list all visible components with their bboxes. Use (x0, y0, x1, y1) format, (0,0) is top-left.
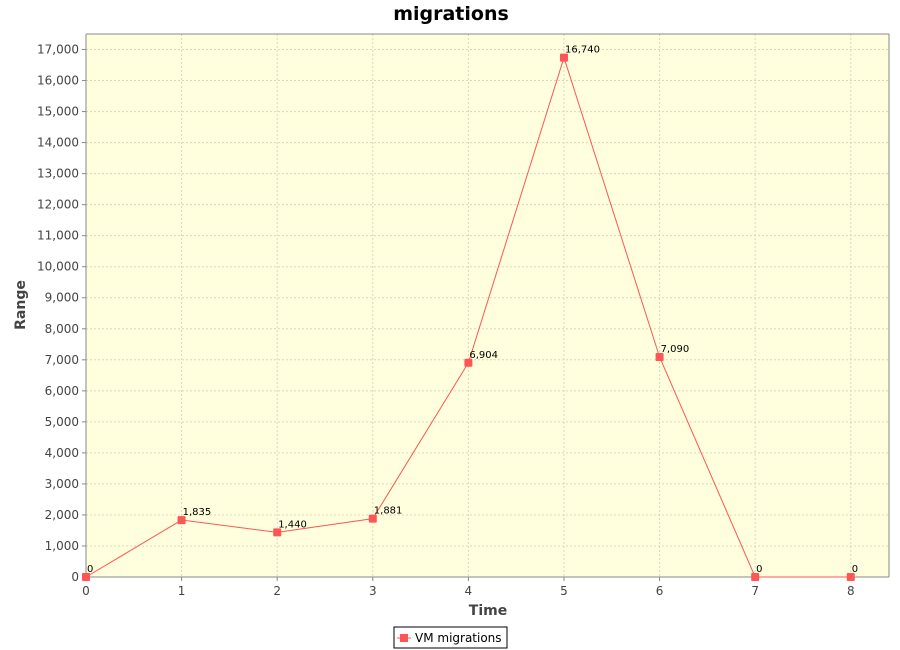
y-tick-label: 10,000 (37, 260, 79, 274)
data-point (273, 528, 282, 537)
data-label: 0 (756, 564, 762, 575)
data-point (368, 514, 377, 523)
y-tick-label: 4,000 (45, 446, 79, 460)
x-axis-label: Time (469, 603, 507, 619)
legend-label: VM migrations (415, 631, 502, 645)
x-tick-label: 3 (369, 584, 377, 598)
y-axis-label: Range (13, 280, 29, 330)
x-tick-label: 1 (178, 584, 186, 598)
y-tick-label: 2,000 (45, 508, 79, 522)
x-tick-label: 7 (751, 584, 759, 598)
data-label: 1,881 (374, 506, 403, 517)
y-tick-label: 5,000 (45, 415, 79, 429)
x-tick-label: 8 (847, 584, 855, 598)
data-label: 1,440 (278, 519, 307, 530)
y-tick-label: 3,000 (45, 477, 79, 491)
y-tick-label: 17,000 (37, 43, 79, 57)
x-tick-label: 0 (82, 584, 90, 598)
data-point (559, 53, 568, 62)
y-tick-label: 1,000 (45, 539, 79, 553)
data-point (177, 516, 186, 525)
data-point (751, 573, 760, 581)
y-tick-label: 7,000 (45, 353, 79, 367)
y-tick-label: 14,000 (37, 136, 79, 150)
data-point (655, 353, 664, 362)
data-point (846, 573, 855, 581)
data-point (82, 573, 90, 581)
data-label: 0 (87, 564, 93, 575)
data-label: 6,904 (469, 350, 498, 361)
y-tick-label: 0 (71, 570, 79, 584)
y-tick-label: 13,000 (37, 167, 79, 181)
plot-area (86, 34, 889, 577)
chart-title: migrations (393, 3, 509, 25)
data-label: 7,090 (661, 344, 690, 355)
y-tick-label: 9,000 (45, 291, 79, 305)
legend-box (393, 626, 508, 649)
data-label: 16,740 (565, 45, 600, 56)
data-point (464, 358, 473, 367)
x-tick-label: 4 (465, 584, 473, 598)
x-tick-label: 6 (656, 584, 664, 598)
y-tick-label: 15,000 (37, 105, 79, 119)
legend-marker-swatch (400, 634, 408, 642)
x-tick-label: 5 (560, 584, 568, 598)
x-tick-label: 2 (273, 584, 281, 598)
y-tick-label: 12,000 (37, 198, 79, 212)
y-tick-label: 16,000 (37, 74, 79, 88)
y-tick-label: 11,000 (37, 229, 79, 243)
y-tick-label: 6,000 (45, 384, 79, 398)
data-label: 0 (852, 564, 858, 575)
data-label: 1,835 (183, 507, 212, 518)
y-tick-label: 8,000 (45, 322, 79, 336)
legend: VM migrations (393, 626, 508, 649)
